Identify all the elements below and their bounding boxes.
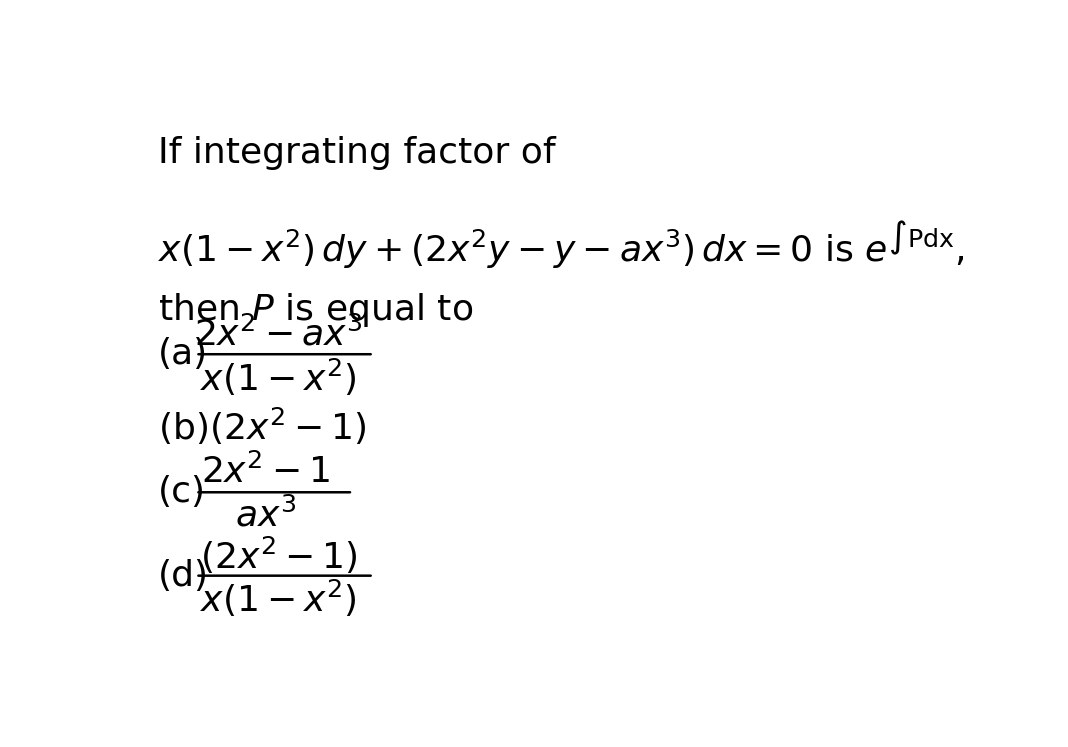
Text: If integrating factor of: If integrating factor of xyxy=(158,136,556,170)
Text: (b)$(2x^{2}-1)$: (b)$(2x^{2}-1)$ xyxy=(158,406,367,447)
Text: $2x^{2}-ax^{3}$: $2x^{2}-ax^{3}$ xyxy=(194,316,363,352)
Text: $2x^{2}-1$: $2x^{2}-1$ xyxy=(202,454,330,490)
Text: $x(1-x^{2})\,dy+(2x^{2}y-y-ax^{3})\,dx=0$ is $e^{\int \mathrm{Pdx}}$,: $x(1-x^{2})\,dy+(2x^{2}y-y-ax^{3})\,dx=0… xyxy=(158,219,964,271)
Text: $ax^{3}$: $ax^{3}$ xyxy=(235,498,297,533)
Text: then $P$ is equal to: then $P$ is equal to xyxy=(158,291,473,329)
Text: $(2x^{2}-1)$: $(2x^{2}-1)$ xyxy=(200,535,357,576)
Text: $x(1-x^{2})$: $x(1-x^{2})$ xyxy=(200,578,357,619)
Text: $x(1-x^{2})$: $x(1-x^{2})$ xyxy=(200,356,357,398)
Text: (d): (d) xyxy=(158,559,209,592)
Text: (a): (a) xyxy=(158,337,208,371)
Text: (c): (c) xyxy=(158,475,206,509)
